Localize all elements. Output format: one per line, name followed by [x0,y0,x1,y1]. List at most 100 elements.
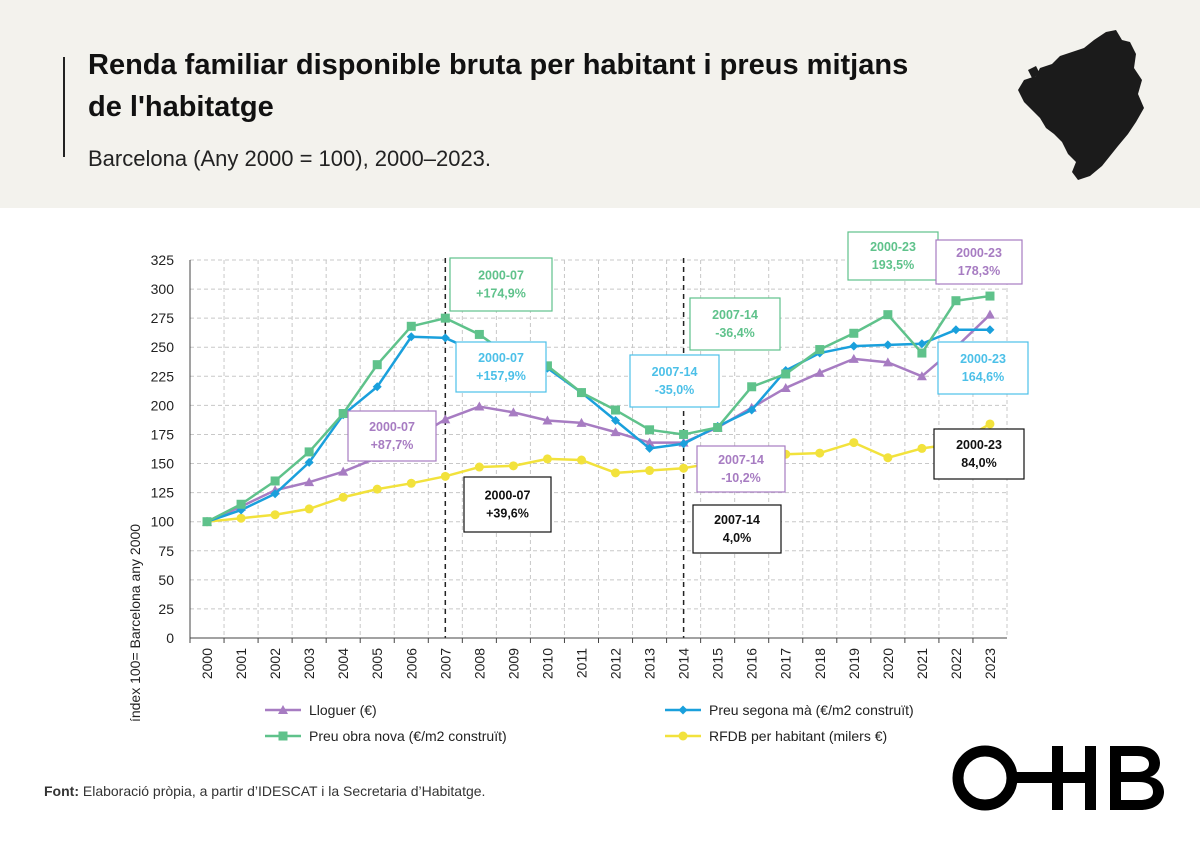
annotation-text: 2000-07 [478,269,524,283]
line-chart: 2000-07 +174,9% 2000-07 +157,9% 2000-07 +87,7… [127,231,1029,744]
x-tick-label: 2023 [982,648,998,679]
data-point [951,296,961,306]
legend-item: Lloguer (€) [265,702,377,718]
y-tick-label: 150 [151,456,175,472]
legend: Lloguer (€) Preu segona mà (€/m2 construï… [265,702,914,744]
data-point [679,463,689,473]
x-tick-label: 2020 [880,648,896,679]
series-3 [202,419,995,527]
annotation-text: 4,0% [723,531,752,545]
data-point [849,438,859,448]
annotation-text: +87,7% [371,438,414,452]
y-axis-title: índex 100= Barcelona any 2000 [127,524,143,722]
data-point [372,484,382,494]
y-tick-label: 100 [151,514,175,530]
data-point [372,382,382,392]
data-point [780,382,791,392]
data-point [474,401,485,411]
data-point [338,492,348,502]
annotation-frame [935,239,1023,285]
x-tick-label: 2011 [573,648,589,678]
data-point [304,504,314,514]
x-tick-label: 2006 [403,648,419,679]
x-tick-label: 2022 [948,648,964,679]
annotation-text: +157,9% [476,369,526,383]
y-tick-label: 175 [151,426,175,442]
data-point [542,361,552,371]
data-point [610,427,621,437]
x-tick-label: 2007 [437,648,453,679]
data-point [236,513,246,523]
data-point [508,461,518,471]
annotation-frame [937,341,1029,395]
annotation-text: 2000-23 [956,246,1002,260]
data-point [848,353,859,363]
data-point [202,517,212,527]
data-point [270,476,280,486]
series-1 [202,325,995,527]
y-tick-label: 325 [151,252,175,268]
data-point [474,462,484,472]
annotation-frame [347,410,437,462]
source-note: Font: Elaboració pròpia, a partir d’IDES… [44,783,485,799]
data-point [815,345,825,355]
annotation-frame [463,476,552,533]
y-tick-label: 300 [151,281,175,297]
data-point [713,422,723,432]
annotation-text: -36,4% [715,326,755,340]
x-tick-label: 2013 [642,648,658,679]
data-point [814,367,825,377]
x-tick-label: 2004 [335,648,351,679]
annotation-text: +39,6% [486,507,529,521]
annotation-box: 2007-14 -36,4% [689,297,781,351]
chart-title: Renda familiar disponible bruta per habi… [88,49,909,123]
annotation-text: 2000-07 [478,351,524,365]
data-point [985,419,995,429]
annotation-box: 2007-14 4,0% [692,504,782,554]
legend-label: Preu segona mà (€/m2 construït) [709,702,914,718]
legend-item: Preu segona mà (€/m2 construït) [665,702,914,718]
data-point [917,348,927,358]
y-tick-label: 75 [158,543,174,559]
annotation-text: 2000-23 [960,352,1006,366]
annotation-box: 2000-23 164,6% [937,341,1029,395]
data-point [236,499,246,509]
data-point [883,340,893,350]
legend-label: RFDB per habitant (milers €) [709,728,887,744]
data-point [883,310,893,320]
axes: 0 25 50 75 100 125 150 175 200 225 250 275 300 325 200… [151,252,1007,679]
x-tick-label: 2002 [267,648,283,679]
annotations: 2000-07 +174,9% 2000-07 +157,9% 2000-07 +87,7… [347,231,1029,554]
annotation-text: 178,3% [958,264,1000,278]
y-tick-label: 25 [158,601,174,617]
series-line [206,328,990,523]
data-point [747,405,757,415]
data-point [645,425,655,435]
annotation-box: 2007-14 -35,0% [629,354,720,408]
data-point [440,414,451,424]
data-point [576,455,586,465]
annotation-frame [629,354,720,408]
annotation-box: 2000-07 +157,9% [455,341,547,393]
y-tick-label: 250 [151,339,175,355]
data-point [984,309,995,319]
data-point [440,313,450,323]
legend-swatch-marker [278,731,288,741]
data-point [849,341,859,351]
annotation-text: 2007-14 [712,308,758,322]
data-point [645,466,655,476]
data-point [474,329,484,339]
annotation-frame [696,445,786,493]
y-tick-label: 0 [166,630,174,646]
data-point [406,478,416,488]
data-point [611,405,621,415]
annotation-box: 2000-07 +39,6% [463,476,552,533]
annotation-frame [455,341,547,393]
data-point [304,477,315,487]
x-tick-label: 2009 [505,648,521,679]
annotation-frame [692,504,782,554]
data-point [644,437,655,447]
data-point [611,468,621,478]
data-point [576,417,587,427]
legend-swatch-marker [678,705,688,715]
